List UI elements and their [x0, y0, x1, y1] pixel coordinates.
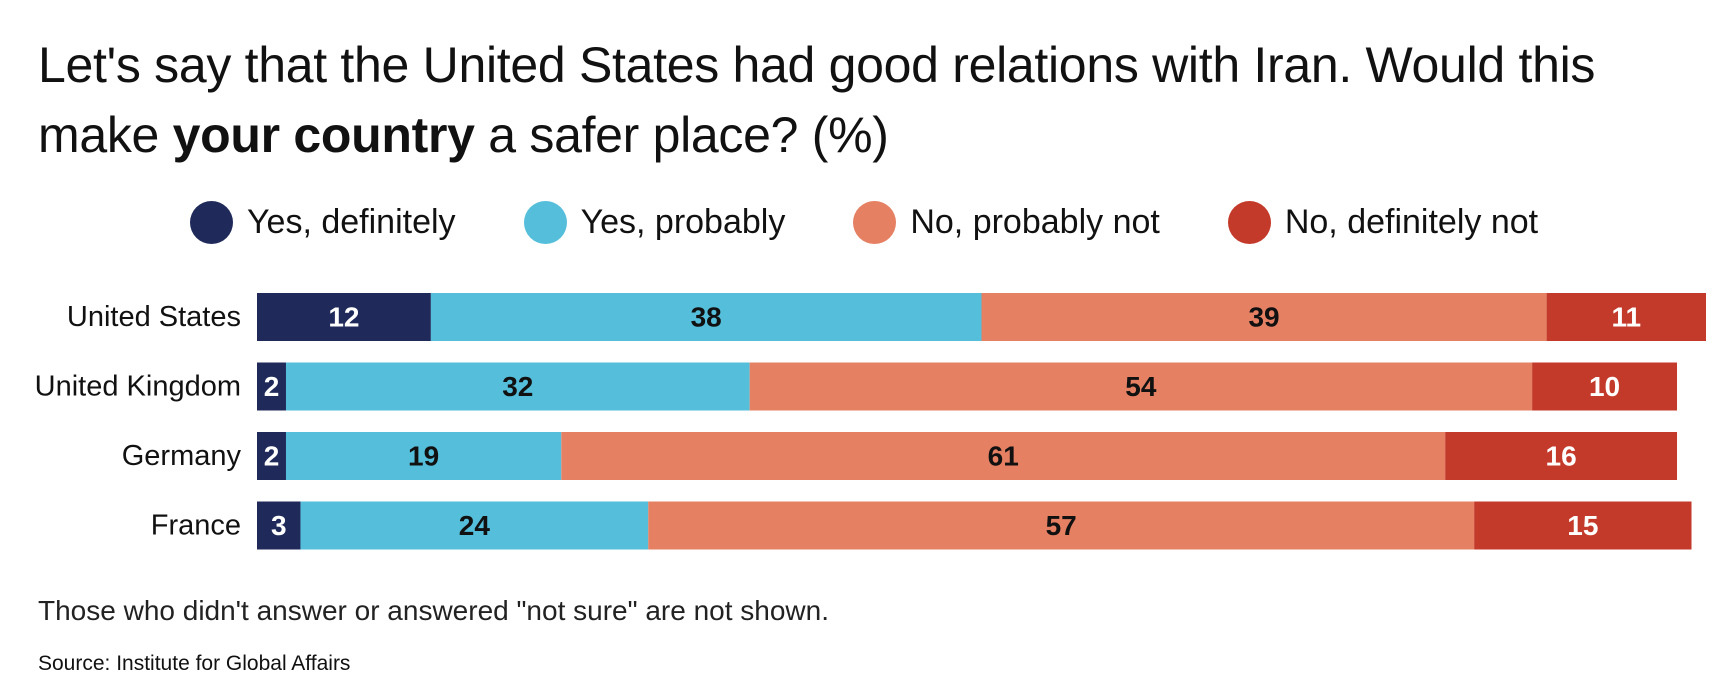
- data-label-germany-yes-definitely: 2: [264, 441, 280, 472]
- legend-label-no-definitely-not: No, definitely not: [1284, 202, 1539, 241]
- legend-label-yes-definitely: Yes, definitely: [247, 202, 456, 241]
- bar-segment-united-kingdom-no-probably-not: [749, 362, 1533, 411]
- category-label-united-states: United States: [67, 301, 241, 333]
- data-label-united-kingdom-no-definitely-not: 10: [1589, 371, 1620, 402]
- data-label-united-kingdom-no-probably-not: 54: [1125, 371, 1157, 402]
- legend-item-yes-definitely: Yes, definitely: [190, 200, 456, 244]
- bar-segment-germany-no-probably-not: [561, 432, 1446, 480]
- data-label-united-states-yes-definitely: 12: [328, 302, 359, 333]
- data-label-united-states-yes-probably: 38: [691, 302, 722, 333]
- bar-row-united-kingdom: United Kingdom 2 32 54 10: [35, 362, 1678, 411]
- legend-label-yes-probably: Yes, probably: [580, 202, 786, 241]
- bar-row-united-states: United States 12 38 39 11: [67, 293, 1706, 341]
- legend-swatch-yes-definitely: [190, 200, 233, 244]
- bar-row-germany: Germany 2 19 61 16: [122, 432, 1678, 480]
- bar-segment-united-kingdom-no-definitely-not: [1532, 362, 1678, 411]
- legend-swatch-no-probably-not: [853, 200, 897, 244]
- bar-segment-united-kingdom-yes-probably: [285, 362, 750, 411]
- bar-segment-united-states-no-definitely-not: [1546, 293, 1706, 341]
- bar-segment-france-no-probably-not: [648, 501, 1475, 550]
- category-label-germany: Germany: [122, 440, 242, 472]
- bar-segment-germany-no-definitely-not: [1445, 432, 1678, 480]
- bar-segment-united-states-no-probably-not: [981, 293, 1547, 341]
- data-label-france-no-definitely-not: 15: [1567, 510, 1598, 541]
- data-label-germany-no-definitely-not: 16: [1546, 441, 1577, 472]
- bar-row-france: France 3 24 57 15: [151, 501, 1692, 550]
- legend-swatch-no-definitely-not: [1227, 200, 1271, 244]
- data-label-united-kingdom-yes-definitely: 2: [264, 371, 280, 402]
- data-label-france-no-probably-not: 57: [1046, 510, 1077, 541]
- data-label-united-kingdom-yes-probably: 32: [502, 371, 533, 402]
- data-label-united-states-no-probably-not: 39: [1248, 302, 1279, 333]
- legend-swatch-yes-probably: [523, 200, 567, 244]
- data-label-germany-no-probably-not: 61: [988, 441, 1019, 472]
- data-label-germany-yes-probably: 19: [408, 441, 439, 472]
- chart-source: Source: Institute for Global Affairs: [38, 652, 351, 675]
- chart-note: Those who didn't answer or answered "not…: [38, 595, 829, 626]
- bar-segment-france-no-definitely-not: [1474, 501, 1692, 550]
- bar-segment-germany-yes-probably: [285, 432, 562, 480]
- chart-legend: Yes, definitely Yes, probably No, probab…: [190, 200, 1606, 244]
- bar-segment-germany-yes-definitely: [257, 432, 286, 480]
- chart-title: Let's say that the United States had goo…: [38, 37, 1596, 163]
- data-label-united-states-no-definitely-not: 11: [1612, 302, 1642, 333]
- bar-segment-united-states-yes-definitely: [257, 293, 431, 341]
- legend-label-no-probably-not: No, probably not: [910, 202, 1160, 241]
- bar-segment-france-yes-definitely: [257, 501, 301, 550]
- category-label-united-kingdom: United Kingdom: [35, 371, 241, 403]
- data-label-france-yes-probably: 24: [459, 510, 491, 541]
- legend-item-yes-probably: Yes, probably: [523, 200, 786, 244]
- bar-segment-united-kingdom-yes-definitely: [257, 362, 286, 411]
- category-label-france: France: [151, 510, 241, 542]
- legend-item-no-probably-not: No, probably not: [853, 200, 1160, 244]
- legend-item-no-definitely-not: No, definitely not: [1227, 200, 1539, 244]
- bar-segment-united-states-yes-probably: [430, 293, 982, 341]
- data-label-france-yes-definitely: 3: [271, 510, 287, 541]
- chart-title-emphasis: your country: [172, 107, 475, 163]
- bar-segment-france-yes-probably: [300, 501, 649, 550]
